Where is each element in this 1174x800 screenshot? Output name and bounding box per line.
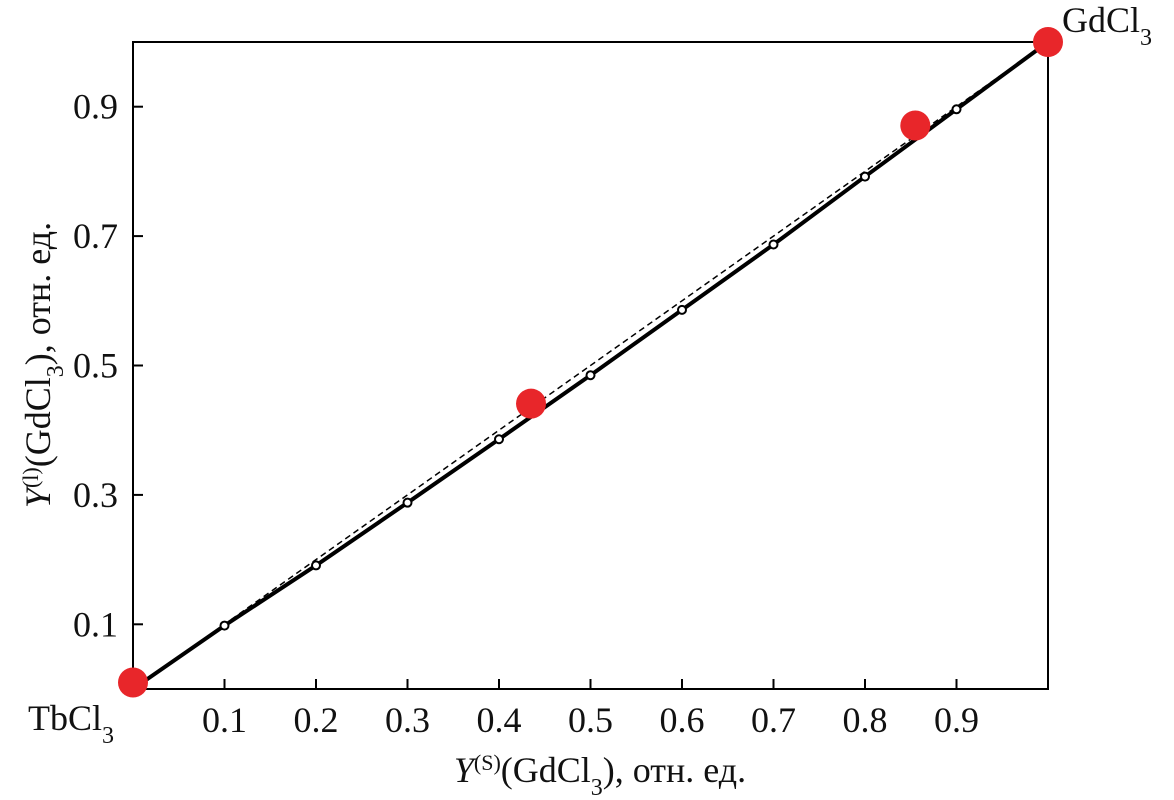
label-part: Y [454, 750, 478, 790]
label-part: ), отн. ед. [18, 222, 58, 365]
x-tick-label: 0.3 [385, 700, 430, 740]
y-tick-label: 0.7 [73, 216, 118, 256]
x-tick-label: 0.2 [294, 700, 339, 740]
label-part: TbCl [28, 698, 102, 738]
y-tick-label: 0.9 [73, 87, 118, 127]
data-point [118, 667, 148, 698]
label-part: Y [18, 484, 58, 508]
marker [768, 239, 779, 250]
series-line [132, 41, 1049, 690]
marker [585, 370, 596, 381]
label-part: (GdCl [18, 377, 58, 467]
x-axis-label: Y(S)(GdCl3), отн. ед. [454, 750, 746, 800]
data-point [1033, 27, 1063, 57]
x-tick-label: 0.8 [843, 700, 888, 740]
label-part: 3 [1140, 25, 1152, 51]
x-tick-label: 0.7 [751, 700, 796, 740]
x-tick-label: 0.1 [202, 700, 247, 740]
x-tick-label: 0.9 [934, 700, 979, 740]
data-point [516, 388, 547, 419]
x-tick-label: 0.4 [477, 700, 522, 740]
x-tick-label: 0.6 [660, 700, 705, 740]
y-axis-label: Y(l)(GdCl3), отн. ед. [18, 222, 70, 508]
x-tick-label: 0.5 [568, 700, 613, 740]
label-part: 3 [591, 775, 603, 800]
y-tick-label: 0.5 [73, 346, 118, 386]
label-part: (l) [18, 467, 43, 488]
label-part: (S) [474, 750, 501, 775]
annotation: GdCl3 [1062, 0, 1152, 51]
marker [951, 104, 962, 115]
y-tick-label: 0.3 [73, 475, 118, 515]
marker [311, 560, 321, 571]
marker [219, 620, 230, 631]
marker [494, 434, 504, 445]
label-part: 3 [102, 723, 114, 749]
marker [402, 497, 413, 508]
label-part: 3 [43, 365, 69, 377]
data-point [900, 110, 931, 141]
label-part: ), отн. ед. [603, 750, 746, 790]
marker [677, 304, 687, 315]
label-part: (GdCl [501, 750, 591, 790]
marker [860, 171, 870, 182]
label-part: GdCl [1062, 0, 1140, 40]
annotation: TbCl3 [28, 698, 114, 749]
y-tick-label: 0.1 [73, 604, 118, 644]
